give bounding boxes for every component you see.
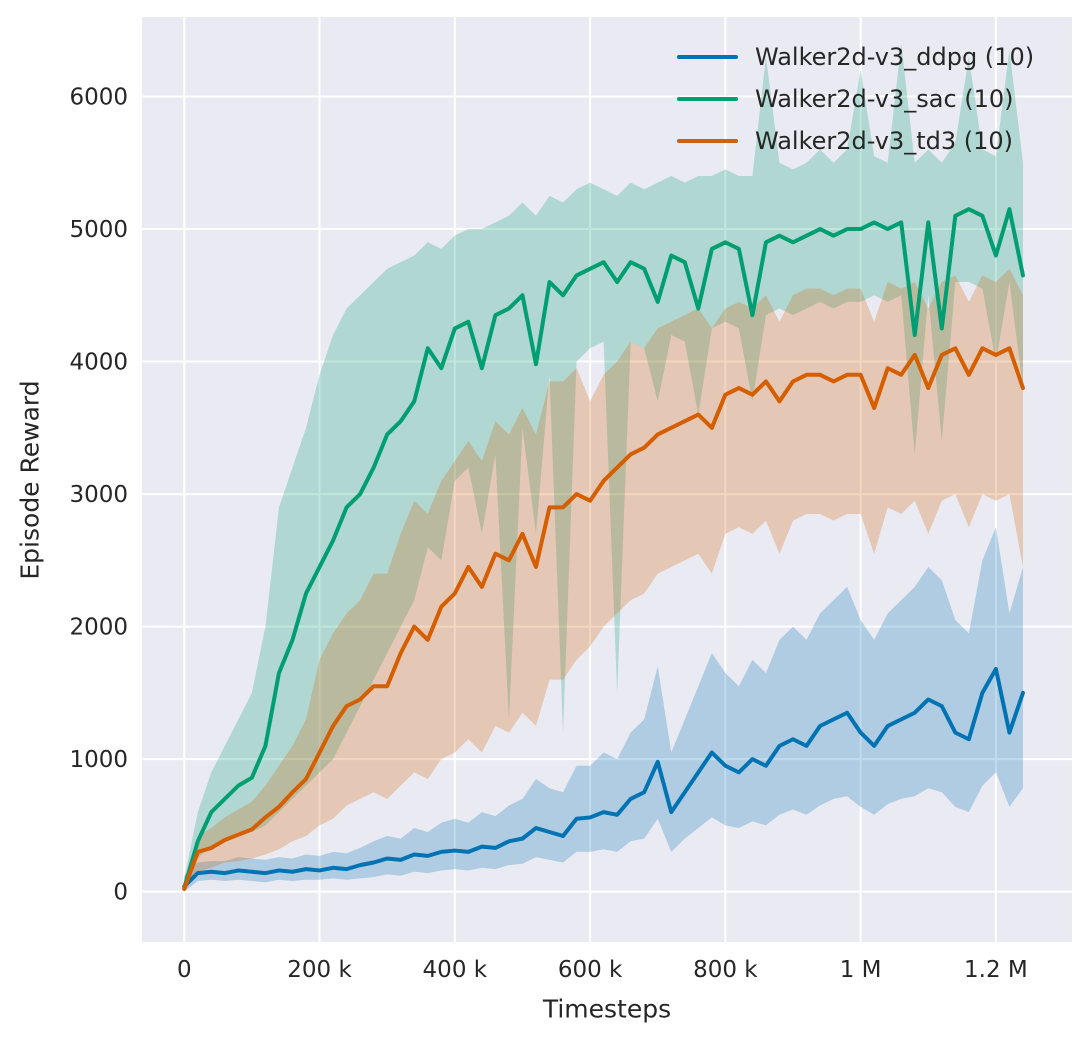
legend-item-sac: Walker2d-v3_sac (10) [677,78,1034,120]
y-tick-label-2000: 2000 [69,615,128,641]
td3-mean-line [182,346,1025,891]
x-tick-label-1M: 1 M [840,957,882,983]
td3-legend-line-icon [677,138,738,144]
x-tick-label-600k: 600 k [558,957,623,983]
ddpg-mean-line [182,667,1025,889]
sac-mean-line [182,207,1025,890]
legend: Walker2d-v3_ddpg (10) Walker2d-v3_sac (10… [677,36,1034,162]
y-tick-label-3000: 3000 [69,482,128,508]
y-tick-label-6000: 6000 [69,85,128,111]
x-tick-label-1.2M: 1.2 M [964,957,1028,983]
x-axis-label: Timesteps [542,994,672,1024]
y-axis-label: Episode Reward [15,380,45,580]
legend-item-ddpg: Walker2d-v3_ddpg (10) [677,36,1034,78]
x-tick-label-200k: 200 k [287,957,352,983]
y-tick-label-1000: 1000 [69,747,128,773]
sac-legend-line-icon [677,96,738,102]
td3-legend-label: Walker2d-v3_td3 (10) [755,127,1014,155]
legend-item-td3: Walker2d-v3_td3 (10) [677,120,1034,162]
sac-confidence-band [184,43,1023,892]
x-tick-label-400k: 400 k [423,957,488,983]
ddpg-confidence-band [184,527,1023,892]
y-tick-label-4000: 4000 [69,350,128,376]
td3-confidence-band [184,268,1023,892]
sac-legend-label: Walker2d-v3_sac (10) [755,85,1014,113]
ddpg-legend-line-icon [677,54,738,60]
x-tick-label-800k: 800 k [693,957,758,983]
x-tick-label-0: 0 [177,957,192,983]
ddpg-legend-label: Walker2d-v3_ddpg (10) [755,43,1035,71]
y-tick-label-0: 0 [113,880,128,906]
y-tick-label-5000: 5000 [69,217,128,243]
